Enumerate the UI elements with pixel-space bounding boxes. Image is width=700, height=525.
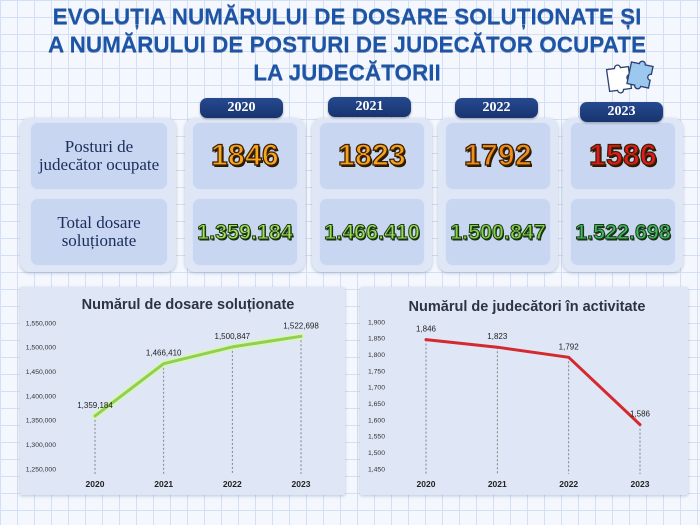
- judges-cell: 1846: [192, 122, 298, 190]
- year-pill: 2023: [580, 102, 663, 122]
- year-column: 1586 1.522.698: [563, 118, 683, 272]
- data-label: 1,586: [630, 410, 651, 419]
- row-label-cases: Total dosare soluționate: [30, 198, 168, 266]
- judges-value: 1586: [588, 138, 657, 172]
- data-label: 1,792: [559, 342, 580, 351]
- cases-value: 1.466.410: [324, 219, 421, 244]
- x-tick-label: 2021: [488, 479, 507, 489]
- cases-line-chart: Numărul de dosare soluționate 1,250,000 1…: [26, 297, 320, 489]
- x-tick-label: 2023: [631, 479, 650, 489]
- judges-value: 1846: [210, 138, 279, 172]
- judges-cell: 1792: [445, 122, 551, 190]
- year-pill: 2022: [455, 98, 538, 118]
- series-line: [424, 338, 642, 427]
- cases-cell: 1.359.184: [192, 198, 298, 266]
- cases-value: 1.500.847: [450, 219, 547, 244]
- x-tick-label: 2022: [559, 479, 578, 489]
- cases-cell: 1.522.698: [570, 198, 676, 266]
- data-label: 1,823: [487, 332, 508, 341]
- y-tick-label: 1,400,000: [26, 393, 56, 400]
- data-label: 1,466,410: [146, 349, 182, 358]
- data-label: 1,500,847: [215, 332, 251, 341]
- title-line: LA JUDECĂTORII: [253, 60, 441, 85]
- row-label-line: judecător ocupate: [38, 155, 160, 174]
- y-tick-label: 1,700: [368, 385, 385, 392]
- y-tick-label: 1,300,000: [26, 442, 56, 449]
- page-title: EVOLUȚIA NUMĂRULUI DE DOSARE SOLUȚIONATE…: [0, 3, 694, 87]
- chart-title: Numărul de dosare soluționate: [82, 297, 295, 313]
- cases-cell: 1.500.847: [445, 198, 551, 266]
- puzzle-icon: [605, 60, 654, 94]
- year-pill: 2020: [200, 98, 283, 118]
- x-tick-label: 2022: [223, 479, 242, 489]
- title-line: EVOLUȚIA NUMĂRULUI DE DOSARE SOLUȚIONATE…: [52, 4, 642, 29]
- y-tick-label: 1,550: [368, 434, 385, 441]
- judges-value: 1792: [463, 138, 532, 172]
- title-line: A NUMĂRULUI DE POSTURI DE JUDECĂTOR OCUP…: [48, 32, 646, 57]
- judges-value: 1823: [337, 138, 406, 172]
- y-tick-label: 1,450: [368, 466, 385, 473]
- cases-value: 1.522.698: [575, 219, 672, 244]
- y-tick-label: 1,500,000: [26, 345, 56, 352]
- y-tick-label: 1,600: [368, 417, 385, 424]
- row-labels-panel: Posturi de judecător ocupate Total dosar…: [20, 118, 176, 272]
- y-tick-label: 1,450,000: [26, 369, 56, 376]
- x-tick-label: 2021: [154, 479, 173, 489]
- row-label-line: Posturi de: [64, 137, 134, 156]
- year-column: 1823 1.466.410: [312, 118, 432, 272]
- y-tick-label: 1,650: [368, 401, 385, 408]
- series-line: [93, 334, 303, 418]
- data-label: 1,846: [416, 325, 437, 334]
- year-column: 1846 1.359.184: [185, 118, 305, 272]
- judges-cell: 1823: [319, 122, 425, 190]
- judges-chart-panel: Numărul de judecători în activitate 1,45…: [360, 287, 688, 495]
- cases-value: 1.359.184: [197, 219, 294, 244]
- row-label-line: Total dosare: [57, 213, 141, 232]
- x-tick-label: 2020: [417, 479, 436, 489]
- x-tick-label: 2023: [292, 479, 311, 489]
- y-tick-label: 1,750: [368, 368, 385, 375]
- cases-cell: 1.466.410: [319, 198, 425, 266]
- judges-line-chart: Numărul de judecători în activitate 1,45…: [368, 299, 651, 489]
- data-label: 1,359,184: [77, 401, 113, 410]
- row-label-judges: Posturi de judecător ocupate: [30, 122, 168, 190]
- y-tick-label: 1,800: [368, 352, 385, 359]
- year-pill: 2021: [328, 97, 411, 117]
- y-tick-label: 1,350,000: [26, 418, 56, 425]
- cases-chart-panel: Numărul de dosare soluționate 1,250,000 1…: [20, 287, 345, 495]
- y-tick-label: 1,550,000: [26, 320, 56, 327]
- judges-cell: 1586: [570, 122, 676, 190]
- series-line-glow: [91, 332, 305, 420]
- data-label: 1,522,698: [283, 321, 319, 330]
- y-tick-label: 1,250,000: [26, 466, 56, 473]
- row-label-line: soluționate: [61, 231, 137, 250]
- x-tick-label: 2020: [86, 479, 105, 489]
- y-tick-label: 1,900: [368, 319, 385, 326]
- year-column: 1792 1.500.847: [438, 118, 558, 272]
- y-tick-label: 1,850: [368, 336, 385, 343]
- y-tick-label: 1,500: [368, 450, 385, 457]
- chart-title: Numărul de judecători în activitate: [409, 299, 646, 315]
